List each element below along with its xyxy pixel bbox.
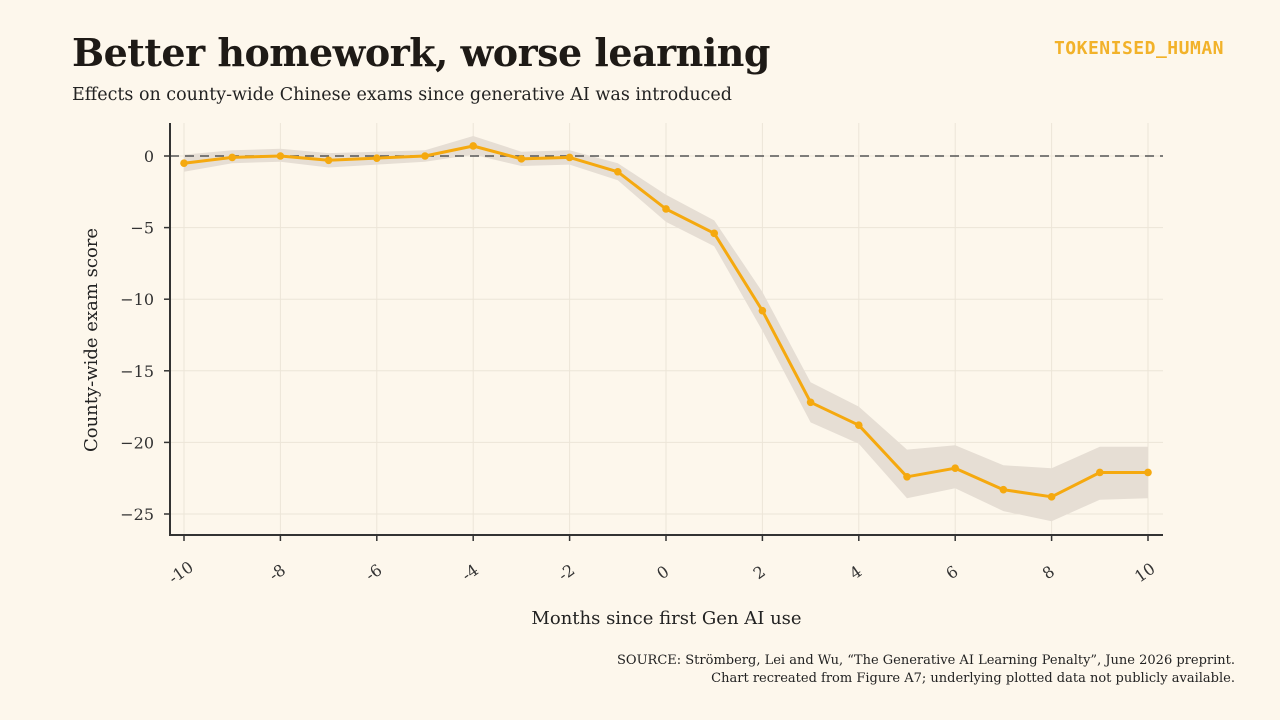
data-point bbox=[276, 152, 285, 160]
chart-subtitle: Effects on county-wide Chinese exams sin… bbox=[72, 85, 732, 105]
x-tick-label: 10 bbox=[1131, 559, 1159, 586]
data-point bbox=[1047, 493, 1056, 501]
data-point bbox=[565, 153, 574, 162]
y-tick-label: −10 bbox=[120, 290, 154, 309]
x-tick-label: 0 bbox=[653, 562, 672, 583]
y-tick-label: −25 bbox=[120, 505, 154, 524]
source-note: SOURCE: Strömberg, Lei and Wu, “The Gene… bbox=[617, 652, 1235, 688]
x-tick-label: -8 bbox=[265, 560, 289, 585]
x-tick-label: 6 bbox=[942, 562, 961, 583]
x-tick-label: -4 bbox=[458, 560, 482, 585]
data-point bbox=[614, 167, 622, 176]
data-point bbox=[421, 152, 429, 160]
y-axis-label: County-wide exam score bbox=[81, 228, 102, 452]
data-point bbox=[951, 464, 959, 472]
data-point bbox=[180, 159, 188, 167]
x-tick-label: -10 bbox=[165, 557, 197, 587]
source-line: Chart recreated from Figure A7; underlyi… bbox=[711, 671, 1235, 686]
confidence-band bbox=[184, 136, 1148, 522]
data-point bbox=[517, 155, 526, 163]
data-point bbox=[228, 153, 236, 162]
chart-title: Better homework, worse learning bbox=[72, 30, 770, 75]
data-point bbox=[999, 485, 1008, 494]
data-point bbox=[324, 156, 333, 165]
data-points bbox=[180, 142, 1152, 501]
y-tick-label: −20 bbox=[120, 433, 154, 452]
brand-logo: TOKENISED_HUMAN bbox=[1053, 38, 1224, 59]
data-point bbox=[903, 472, 911, 481]
data-point bbox=[1096, 468, 1104, 477]
tick-labels: -10 -8 -6 -4 -2 0 2 4 6 8 10 0 −5 −10 −15 −20 −25 bbox=[120, 147, 1158, 588]
x-tick-label: 2 bbox=[750, 562, 769, 583]
y-tick-label: −15 bbox=[120, 362, 154, 381]
x-tick-label: 8 bbox=[1039, 562, 1058, 583]
y-tick-label: 0 bbox=[144, 147, 154, 166]
data-point bbox=[758, 306, 767, 315]
x-tick-label: -2 bbox=[555, 560, 579, 585]
data-point bbox=[1144, 468, 1152, 477]
y-tick-label: −5 bbox=[130, 219, 154, 238]
data-point bbox=[710, 229, 718, 238]
data-point bbox=[373, 154, 381, 162]
source-line: SOURCE: Strömberg, Lei and Wu, “The Gene… bbox=[617, 653, 1235, 668]
x-axis-label: Months since first Gen AI use bbox=[531, 608, 801, 629]
x-tick-label: -6 bbox=[362, 560, 386, 585]
x-tick-label: 4 bbox=[846, 562, 865, 583]
data-point bbox=[806, 398, 815, 407]
data-point bbox=[855, 421, 863, 430]
data-point bbox=[469, 142, 478, 150]
data-point bbox=[662, 205, 670, 213]
